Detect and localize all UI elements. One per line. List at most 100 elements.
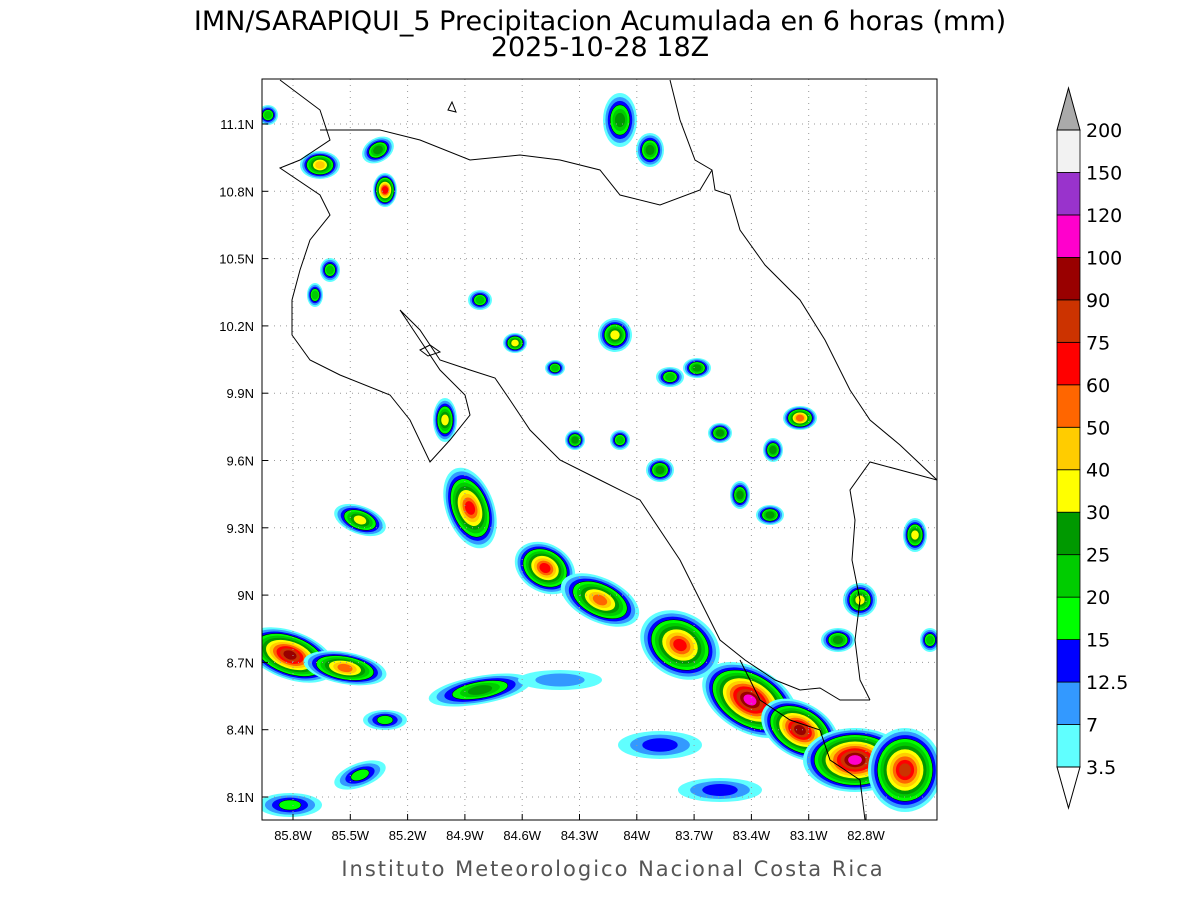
lon-label: 84.6W (503, 828, 541, 843)
lat-label: 10.2N (219, 319, 254, 334)
rain-cell (264, 111, 272, 119)
colorbar-label: 20 (1086, 587, 1110, 609)
map-frame (261, 78, 938, 821)
rain-cell (832, 635, 844, 645)
colorbar-label: 30 (1086, 502, 1110, 524)
colorbar-label: 7 (1086, 715, 1098, 737)
colorbar-swatch (1056, 681, 1081, 725)
colorbar-swatch (1056, 596, 1081, 641)
rain-cell (692, 364, 702, 372)
rain-cell (467, 685, 493, 695)
lon-label: 85.5W (332, 828, 370, 843)
colorbar-label: 200 (1086, 120, 1122, 142)
lat-label: 9.9N (227, 386, 254, 401)
rain-cell (673, 638, 687, 652)
rain-cell (315, 161, 325, 169)
colorbar-label: 60 (1086, 375, 1110, 397)
colorbar-label: 25 (1086, 545, 1110, 567)
colorbar-swatch (1056, 129, 1081, 173)
colorbar-swatch (1056, 554, 1081, 598)
rain-cell (736, 490, 744, 500)
rain-cell (511, 339, 519, 347)
rain-cell (376, 715, 394, 725)
rain-cell (350, 769, 370, 781)
lon-label: 84.9W (446, 828, 484, 843)
subtitle: 2025-10-28 18Z (491, 32, 709, 63)
rain-cell (353, 515, 367, 525)
colorbar-label: 100 (1086, 247, 1122, 269)
colorbar-swatch (1056, 469, 1081, 513)
border (320, 129, 713, 206)
lon-label: 83.1W (790, 828, 828, 843)
border (739, 659, 866, 820)
rain-cell (642, 738, 678, 752)
colorbar-swatch (1056, 724, 1081, 768)
lon-label: 82.8W (847, 828, 885, 843)
colorbar: 3.5 7 12.5 15 20 25 30 40 50 60 75 90 100 120 150 200 (1056, 86, 1128, 810)
colorbar-swatch (1056, 341, 1081, 386)
rain-cell (794, 724, 806, 736)
lon-label: 84.3W (561, 828, 599, 843)
colorbar-under (1056, 766, 1081, 810)
rain-cell (765, 511, 775, 519)
rain-cell (539, 562, 551, 574)
lat-label: 10.5N (219, 252, 254, 267)
lon-label: 85.2W (389, 828, 427, 843)
colorbar-swatch (1056, 639, 1081, 683)
rain-cell (655, 465, 665, 475)
colorbar-over (1056, 86, 1081, 131)
rain-cell (592, 594, 608, 606)
colorbar-swatch (1056, 172, 1081, 216)
colorbar-swatch (1056, 426, 1081, 471)
rain-cell (769, 445, 777, 455)
colorbar-swatch (1056, 214, 1081, 258)
colorbar-label: 3.5 (1086, 757, 1116, 779)
rain-cell (551, 364, 559, 372)
lat-label: 8.7N (227, 655, 254, 670)
colorbar-label: 90 (1086, 290, 1110, 312)
rain-cell (616, 436, 624, 444)
lake (419, 100, 457, 357)
lon-label: 83.7W (675, 828, 713, 843)
colorbar-label: 75 (1086, 332, 1110, 354)
rain-cell (795, 414, 805, 422)
rain-cell (381, 186, 389, 194)
coastline (669, 79, 937, 481)
title: IMN/SARAPIQUI_5 Precipitacion Acumulada … (194, 6, 1006, 37)
rain-cell (571, 436, 579, 444)
lat-label: 8.4N (227, 723, 254, 738)
rain-cell (278, 799, 302, 811)
rain-cell (898, 763, 912, 777)
lat-label: 8.1N (227, 790, 254, 805)
colorbar-label: 15 (1086, 630, 1110, 652)
rain-cell (475, 296, 485, 304)
rain-cell (614, 112, 626, 128)
rain-cell (283, 650, 297, 660)
lon-label: 85.8W (274, 828, 312, 843)
footer: Instituto Meteorologico Nacional Costa R… (341, 857, 884, 881)
rain-cell (373, 145, 383, 155)
lat-label: 9N (237, 588, 254, 603)
lat-label: 10.8N (219, 184, 254, 199)
rain-cell (715, 429, 725, 437)
lon-label: 84W (623, 828, 650, 843)
rain-cell (702, 784, 738, 796)
rain-cell (926, 635, 934, 645)
colorbar-label: 12.5 (1086, 672, 1128, 694)
coastlines (278, 79, 937, 820)
lat-label: 9.3N (227, 521, 254, 536)
rain-cell (911, 530, 919, 540)
colorbar-swatch (1056, 384, 1081, 428)
rain-cell (848, 755, 862, 765)
rain-cell (464, 501, 476, 515)
rain-cell (441, 414, 449, 426)
colorbar-label: 50 (1086, 417, 1110, 439)
colorbar-swatch (1056, 256, 1081, 301)
colorbar-label: 40 (1086, 460, 1110, 482)
lon-label: 83.4W (733, 828, 771, 843)
rain-cell (610, 330, 620, 340)
colorbar-label: 120 (1086, 205, 1122, 227)
rain-cell (665, 373, 675, 381)
colorbar-swatch (1056, 511, 1081, 556)
